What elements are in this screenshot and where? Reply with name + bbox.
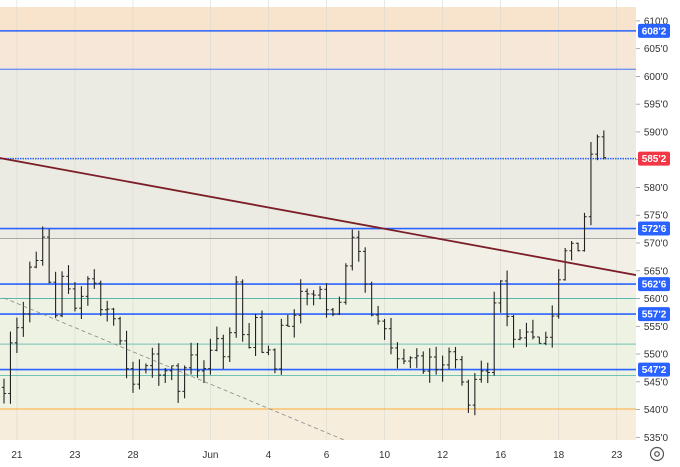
price-badge — [638, 362, 670, 377]
time-axis[interactable]: 21 23 28 Jun 4 6 10 12 16 18 23 — [11, 450, 622, 461]
price-zone — [0, 69, 636, 239]
price-badge — [638, 23, 670, 38]
gear-icon-center — [654, 451, 660, 457]
y-tick-label: 560'0 — [644, 294, 669, 305]
x-tick-label: 6 — [324, 450, 330, 461]
price-badge-label: 608'2 — [642, 26, 667, 37]
price-zones — [0, 7, 636, 440]
y-tick-label: 590'0 — [644, 127, 669, 138]
price-badge-label: 562'6 — [642, 280, 667, 291]
x-tick-label: 4 — [266, 450, 272, 461]
trend-lines[interactable] — [0, 155, 650, 460]
x-tick-label: Jun — [202, 450, 218, 461]
y-tick-label: 545'0 — [644, 377, 669, 388]
time-axis-background — [0, 440, 680, 467]
y-tick-label: 595'0 — [644, 100, 669, 111]
price-badge-label: 572'6 — [642, 224, 667, 235]
y-tick-label: 600'0 — [644, 72, 669, 83]
price-badge-label: 557'2 — [642, 310, 667, 321]
horizontal-levels[interactable] — [0, 30, 636, 444]
ohlc-bars — [1, 130, 607, 416]
x-tick-label: 21 — [11, 450, 23, 461]
y-tick-label: 535'0 — [644, 433, 669, 444]
y-tick-label: 550'0 — [644, 350, 669, 361]
x-tick-label: 10 — [379, 450, 391, 461]
price-badge-label: 547'2 — [642, 365, 667, 376]
price-badge-label: 585'2 — [642, 154, 667, 165]
y-tick-label: 570'0 — [644, 238, 669, 249]
y-tick-label: 575'0 — [644, 211, 669, 222]
gear-icon — [649, 446, 665, 462]
price-badges: 608'2 585'2 572'6 562'6 557'2 547'2 — [638, 23, 670, 377]
price-zone — [0, 30, 636, 70]
grid-lines — [16, 0, 618, 440]
price-zone — [0, 238, 636, 299]
y-tick-label: 580'0 — [644, 183, 669, 194]
price-badge — [638, 277, 670, 292]
y-tick-label: 605'0 — [644, 44, 669, 55]
x-tick-label: 23 — [611, 450, 623, 461]
x-tick-label: 23 — [69, 450, 81, 461]
x-tick-label: 16 — [495, 450, 507, 461]
x-tick-label: 12 — [437, 450, 449, 461]
price-badge — [638, 307, 670, 322]
price-badge — [638, 151, 670, 166]
price-zone — [0, 409, 636, 440]
price-badge — [638, 221, 670, 236]
trend-line — [0, 157, 650, 279]
y-tick-label: 610'0 — [644, 16, 669, 27]
y-tick-label: 555'0 — [644, 322, 669, 333]
x-tick-label: 28 — [127, 450, 139, 461]
x-tick-label: 18 — [553, 450, 565, 461]
price-zone — [0, 7, 636, 31]
y-tick-label: 540'0 — [644, 405, 669, 416]
price-zone — [0, 298, 636, 410]
settings-button[interactable] — [649, 446, 665, 462]
y-tick-label: 565'0 — [644, 266, 669, 277]
